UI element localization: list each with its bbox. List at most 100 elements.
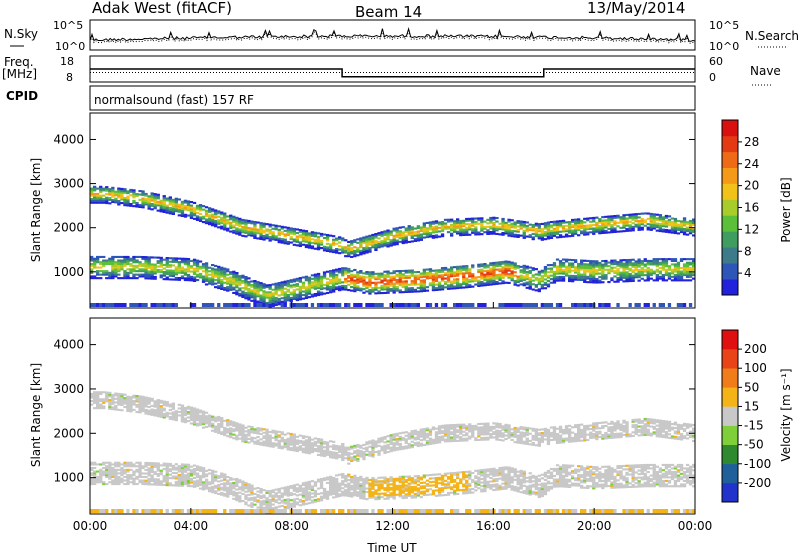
data-cell [320,285,323,287]
data-cell [368,278,371,280]
data-cell [314,445,317,447]
data-cell [126,201,129,203]
data-cell [144,256,147,258]
data-cell [644,269,647,271]
data-cell [238,221,241,223]
data-cell [514,280,517,282]
data-cell [172,259,175,261]
data-cell [338,252,341,254]
data-cell [393,276,396,278]
data-cell [405,289,408,291]
data-cell [393,235,396,237]
data-cell [689,232,692,234]
data-cell [151,198,154,200]
data-cell [259,227,262,229]
data-cell [208,267,211,269]
data-cell [501,282,504,284]
data-cell [129,465,132,467]
data-cell [199,268,202,270]
data-cell [517,303,520,307]
data-cell [117,193,120,195]
data-cell [338,270,341,272]
data-cell [338,268,341,270]
data-cell [465,267,468,269]
data-cell [199,261,202,263]
data-cell [616,261,619,263]
data-cell [471,218,474,220]
data-cell [229,420,232,422]
data-cell [278,282,281,284]
data-cell [193,273,196,275]
data-cell [151,303,154,307]
data-cell [250,506,253,508]
data-cell [356,278,359,280]
data-cell [613,281,616,283]
data-cell [462,272,465,274]
data-cell [163,199,166,201]
data-cell [462,229,465,231]
data-cell [405,287,408,289]
data-cell [529,277,532,279]
data-cell [144,303,147,307]
data-cell [229,289,232,291]
data-cell [347,280,350,282]
data-cell [507,282,510,284]
data-cell [193,214,196,216]
data-cell [199,418,202,420]
data-cell [632,280,635,282]
data-cell [281,437,284,439]
data-cell [529,267,532,269]
data-cell [265,230,268,232]
data-cell [362,288,365,290]
data-cell [187,485,190,487]
data-cell [517,229,520,231]
data-cell [275,227,278,229]
data-cell [247,442,250,444]
data-cell [108,392,111,394]
data-cell [299,279,302,281]
data-cell [102,391,105,393]
data-cell [202,416,205,418]
data-cell [411,270,414,272]
data-cell [526,278,529,280]
data-cell [450,281,453,283]
data-cell [157,475,160,477]
data-cell [262,285,265,287]
data-cell [456,220,459,222]
data-cell [111,403,114,405]
data-cell [523,303,526,307]
data-cell [689,279,692,281]
data-cell [541,286,544,288]
data-cell [211,491,214,493]
data-cell [644,221,647,223]
data-cell [529,224,532,226]
data-cell [550,230,553,232]
data-cell [265,293,268,295]
data-cell [459,271,462,273]
data-cell [214,216,217,218]
data-cell [284,434,287,436]
data-cell [141,396,144,398]
data-cell [356,303,359,307]
data-cell [332,269,335,271]
data-cell [126,256,129,258]
data-cell [308,240,311,242]
data-cell [613,267,616,269]
data-cell [117,402,120,404]
data-cell [465,269,468,271]
data-cell [441,285,444,287]
data-cell [232,425,235,427]
data-cell [141,194,144,196]
data-cell [244,485,247,487]
data-cell [447,231,450,233]
data-cell [211,423,214,425]
data-cell [435,278,438,280]
data-cell [123,469,126,471]
data-cell [417,275,420,277]
data-cell [117,195,120,197]
data-cell [196,509,199,513]
data-cell [556,233,559,235]
data-cell [492,280,495,282]
data-cell [193,480,196,482]
data-cell [262,503,265,505]
